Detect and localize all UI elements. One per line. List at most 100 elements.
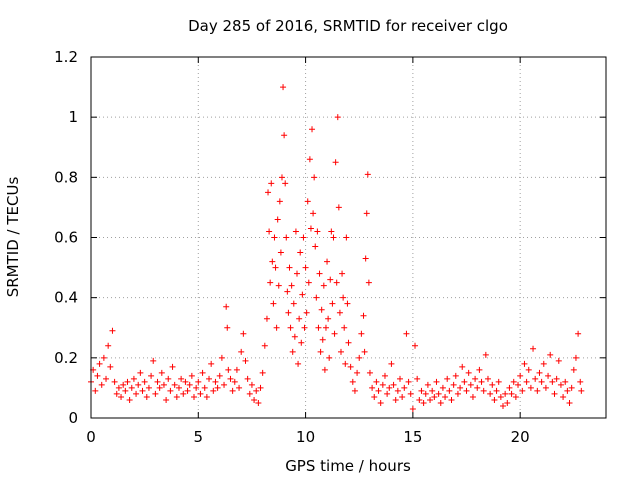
data-point [351,387,358,394]
data-point [577,378,584,385]
data-point [206,375,213,382]
data-point [98,381,105,388]
data-point [267,279,274,286]
data-point [173,393,180,400]
data-point [555,357,562,364]
data-point [284,288,291,295]
data-point [318,306,325,313]
data-point [345,339,352,346]
data-point [560,393,567,400]
data-point [489,381,496,388]
data-point [335,204,342,211]
data-point [197,390,204,397]
data-point [504,399,511,406]
data-point [273,324,280,331]
data-point [203,393,210,400]
data-point [233,366,240,373]
data-point [186,381,193,388]
data-point [506,384,513,391]
data-point [493,387,500,394]
data-point [248,381,255,388]
x-tick-label: 0 [86,428,96,446]
data-point [271,234,278,241]
data-point [94,372,101,379]
data-point [238,348,245,355]
data-point [568,384,575,391]
data-point [224,324,231,331]
data-point [332,159,339,166]
data-point [570,366,577,373]
data-point [373,378,380,385]
tick-labels: 0 5 10 15 20 0 0.2 0.4 0.6 0.8 1 1.2 [54,48,530,446]
data-point [309,126,316,133]
data-point [154,378,161,385]
data-point [307,225,314,232]
data-point [225,366,232,373]
data-point [469,393,476,400]
y-axis-label: SRMTID / TECUs [4,177,22,298]
data-point [551,390,558,397]
data-point [113,390,120,397]
data-point [210,387,217,394]
data-point [143,393,150,400]
data-point [340,294,347,301]
data-point [512,393,519,400]
data-point [287,324,294,331]
data-point [381,372,388,379]
data-point [201,384,208,391]
data-point [289,348,296,355]
data-point [416,396,423,403]
data-point [431,393,438,400]
data-point [394,387,401,394]
data-point [263,315,270,322]
data-point [246,390,253,397]
data-point [564,387,571,394]
data-point [227,375,234,382]
data-point [448,396,455,403]
data-point [300,234,307,241]
data-point [270,300,277,307]
data-point [354,369,361,376]
data-point [195,378,202,385]
data-point [100,354,107,361]
data-point [283,234,290,241]
data-point [334,114,341,121]
data-point [480,387,487,394]
data-point [305,279,312,286]
data-point [135,381,142,388]
data-point [169,363,176,370]
data-point [167,387,174,394]
data-point [158,369,165,376]
data-point [163,396,170,403]
data-point [467,381,474,388]
data-point [122,387,129,394]
y-tick-label: 1 [68,108,78,126]
data-point [390,381,397,388]
data-point [221,381,228,388]
data-point [424,381,431,388]
data-point [369,384,376,391]
data-point [333,279,340,286]
data-point [562,378,569,385]
data-point [343,234,350,241]
data-point [150,357,157,364]
data-point [349,378,356,385]
data-point [285,309,292,316]
data-point [336,309,343,316]
data-point [311,174,318,181]
data-point [152,390,159,397]
x-tick-label: 15 [403,428,422,446]
data-point [294,270,300,277]
y-tick-label: 0.6 [54,229,78,247]
data-point [178,375,185,382]
chart-title: Day 285 of 2016, SRMTID for receiver clg… [188,17,508,35]
data-point [497,393,504,400]
data-point [344,300,351,307]
data-point [446,387,453,394]
data-point [292,228,299,235]
data-point [523,378,530,385]
data-point [491,396,498,403]
data-point [272,264,279,271]
data-point [304,198,311,205]
data-point [553,375,560,382]
